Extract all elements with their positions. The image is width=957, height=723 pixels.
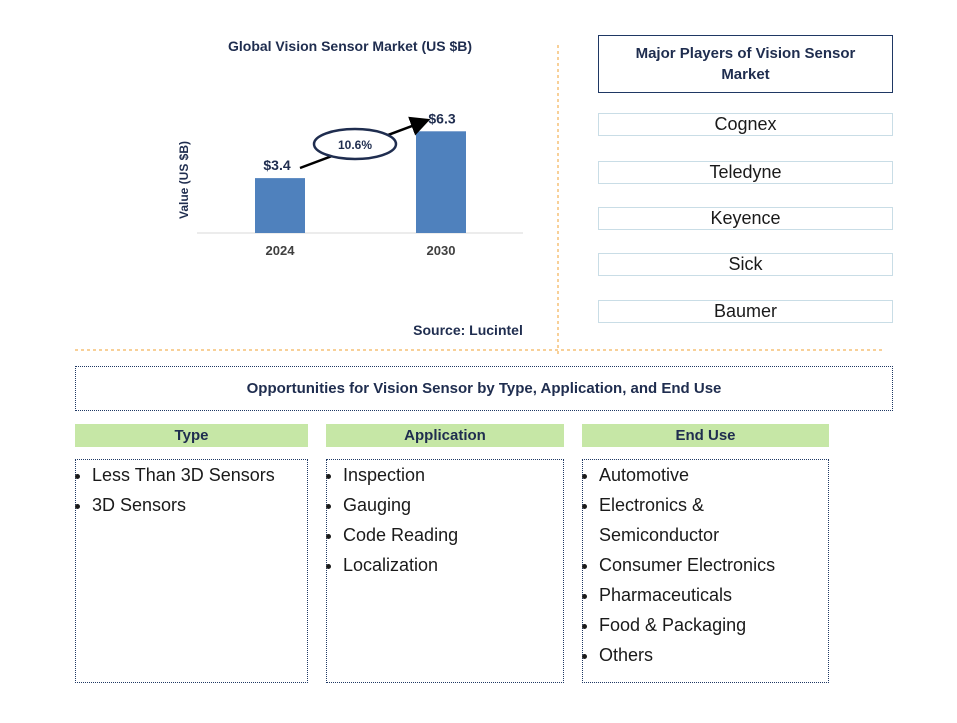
chart-title: Global Vision Sensor Market (US $B) (228, 38, 472, 54)
player-item: Keyence (598, 207, 893, 230)
x-tick-label: 2030 (427, 243, 456, 258)
opportunities-title: Opportunities for Vision Sensor by Type,… (75, 366, 893, 411)
y-axis-label: Value (US $B) (177, 141, 191, 219)
list-item: Less Than 3D Sensors (92, 460, 307, 490)
data-label: $6.3 (428, 110, 455, 126)
list-item: Electronics & Semiconductor (599, 490, 828, 550)
players-title: Major Players of Vision Sensor Market (598, 35, 893, 93)
bar (416, 131, 466, 233)
source: Source: Lucintel (413, 322, 523, 338)
cagr-label: 10.6% (338, 138, 372, 152)
list-item: Localization (343, 550, 563, 580)
column-box: Less Than 3D Sensors3D Sensors (75, 459, 308, 683)
list-item: Others (599, 640, 828, 670)
list-item: Pharmaceuticals (599, 580, 828, 610)
item-list: AutomotiveElectronics & SemiconductorCon… (599, 460, 828, 670)
player-item: Teledyne (598, 161, 893, 184)
list-item: Inspection (343, 460, 563, 490)
list-item: Automotive (599, 460, 828, 490)
list-item: Gauging (343, 490, 563, 520)
data-label: $3.4 (263, 157, 290, 173)
list-item: Code Reading (343, 520, 563, 550)
item-list: Less Than 3D Sensors3D Sensors (92, 460, 307, 520)
cagr-bubble (312, 127, 398, 161)
list-item: Consumer Electronics (599, 550, 828, 580)
item-list: InspectionGaugingCode ReadingLocalizatio… (343, 460, 563, 580)
x-tick-label: 2024 (266, 243, 296, 258)
bar (255, 178, 305, 233)
list-item: Food & Packaging (599, 610, 828, 640)
column-header: Application (326, 424, 564, 447)
list-item: 3D Sensors (92, 490, 307, 520)
player-item: Sick (598, 253, 893, 276)
column-header: End Use (582, 424, 829, 447)
column-header: Type (75, 424, 308, 447)
column-box: InspectionGaugingCode ReadingLocalizatio… (326, 459, 564, 683)
player-item: Baumer (598, 300, 893, 323)
column-box: AutomotiveElectronics & SemiconductorCon… (582, 459, 829, 683)
player-item: Cognex (598, 113, 893, 136)
